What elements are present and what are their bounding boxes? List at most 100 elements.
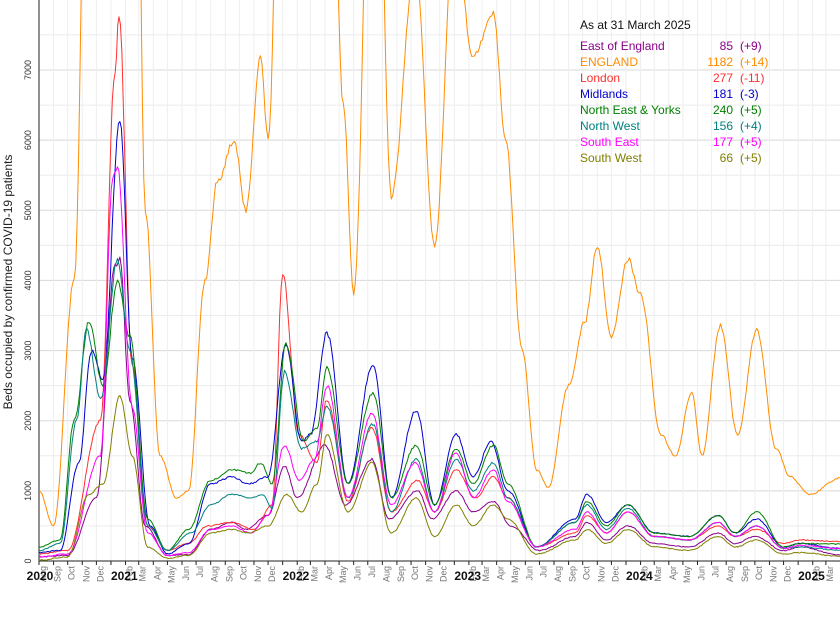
x-month-label: Apr: [668, 566, 678, 580]
y-tick-label: 6000: [23, 130, 33, 150]
x-month-label: Oct: [238, 566, 248, 581]
x-month-label: May: [338, 566, 348, 584]
y-tick-label: 0: [23, 558, 33, 563]
legend-name-north-west: North West: [580, 119, 640, 133]
x-month-label: Jul: [711, 566, 721, 578]
y-tick-label: 2000: [23, 411, 33, 431]
legend-name-england: ENGLAND: [580, 55, 638, 69]
series-line-england: [39, 0, 840, 527]
legend-name-east-of-england: East of England: [580, 39, 665, 53]
legend-change-england: (+14): [740, 55, 768, 69]
x-month-label: May: [510, 566, 520, 584]
x-month-label: Aug: [381, 566, 391, 582]
x-month-label: Sep: [53, 566, 63, 582]
x-month-label: Apr: [152, 566, 162, 580]
legend: As at 31 March 2025 East of England 85 (+9…: [580, 18, 768, 165]
x-month-label: Nov: [81, 566, 91, 583]
legend-value-north-east-yorks: 240: [713, 103, 733, 117]
x-month-label: Mar: [309, 566, 319, 582]
x-month-label: Mar: [653, 566, 663, 582]
legend-name-south-west: South West: [580, 151, 642, 165]
x-year-label: 2021: [111, 569, 138, 583]
series-line-south-east: [39, 166, 840, 558]
legend-change-midlands: (-3): [740, 87, 759, 101]
x-month-label: Aug: [38, 566, 48, 582]
x-month-label: Mar: [825, 566, 835, 582]
series-line-south-west: [39, 395, 840, 561]
y-tick-label: 5000: [23, 200, 33, 220]
x-month-label: Jun: [353, 566, 363, 581]
x-month-label: Oct: [67, 566, 77, 581]
legend-name-midlands: Midlands: [580, 87, 628, 101]
x-month-label: Aug: [725, 566, 735, 582]
x-month-label: Mar: [138, 566, 148, 582]
x-month-label: Feb: [296, 566, 306, 582]
legend-name-london: London: [580, 71, 620, 85]
legend-value-east-of-england: 85: [720, 39, 734, 53]
x-month-label: Feb: [812, 566, 822, 582]
x-month-label: Nov: [768, 566, 778, 583]
legend-value-london: 277: [713, 71, 733, 85]
legend-name-south-east: South East: [580, 135, 639, 149]
x-month-label: Dec: [95, 566, 105, 583]
x-month-label: Aug: [210, 566, 220, 582]
x-month-label: Jul: [195, 566, 205, 578]
legend-change-london: (-11): [740, 71, 764, 85]
x-month-label: Feb: [468, 566, 478, 582]
x-month-label: Apr: [324, 566, 334, 580]
legend-value-north-west: 156: [713, 119, 733, 133]
x-month-label: Jun: [524, 566, 534, 581]
legend-value-midlands: 181: [713, 87, 733, 101]
x-month-label: Dec: [783, 566, 793, 583]
x-month-label: Nov: [425, 566, 435, 583]
x-month-label: Dec: [610, 566, 620, 583]
legend-name-north-east-yorks: North East & Yorks: [580, 103, 681, 117]
legend-value-south-west: 66: [720, 151, 734, 165]
x-month-label: May: [166, 566, 176, 584]
x-month-label: Sep: [568, 566, 578, 582]
y-axis-label: Beds occupied by confirmed COVID-19 pati…: [1, 155, 15, 410]
legend-change-north-east-yorks: (+5): [740, 103, 762, 117]
x-month-label: Jun: [696, 566, 706, 581]
legend-change-east-of-england: (+9): [740, 39, 762, 53]
x-month-label: Oct: [410, 566, 420, 581]
x-month-label: Dec: [267, 566, 277, 583]
y-tick-label: 7000: [23, 60, 33, 80]
legend-value-england: 1182: [707, 55, 733, 69]
y-tick-label: 4000: [23, 270, 33, 290]
x-month-label: May: [682, 566, 692, 584]
x-month-label: Jul: [538, 566, 548, 578]
legend-value-south-east: 177: [713, 135, 733, 149]
x-month-label: Feb: [640, 566, 650, 582]
x-month-label: Oct: [582, 566, 592, 581]
x-month-label: Sep: [224, 566, 234, 582]
x-year-label: 2025: [798, 569, 825, 583]
plot-area: [39, 0, 840, 561]
x-month-label: Sep: [740, 566, 750, 582]
x-month-label: Nov: [596, 566, 606, 583]
x-month-label: Aug: [553, 566, 563, 582]
x-axis: Aug Sep Oct Nov Dec Feb Mar Apr May Jun Jul Aug Sep O…: [27, 560, 840, 584]
legend-change-south-east: (+5): [740, 135, 762, 149]
y-tick-label: 3000: [23, 341, 33, 361]
y-tick-label: 1000: [23, 481, 33, 501]
legend-change-south-west: (+5): [740, 151, 762, 165]
legend-change-north-west: (+4): [740, 119, 762, 133]
x-month-label: Feb: [125, 566, 135, 582]
series-line-north-east-yorks: [39, 279, 840, 552]
y-axis: 0 1000 2000 3000 4000 5000 6000 7000: [23, 0, 40, 564]
x-month-label: Dec: [439, 566, 449, 583]
x-year-label: 2022: [283, 569, 310, 583]
x-month-label: Mar: [481, 566, 491, 582]
x-month-label: Nov: [253, 566, 263, 583]
x-month-label: Apr: [496, 566, 506, 580]
x-month-label: Jul: [367, 566, 377, 578]
x-month-label: Oct: [754, 566, 764, 581]
legend-title: As at 31 March 2025: [580, 18, 691, 32]
x-year-label: 2020: [27, 569, 54, 583]
x-month-label: Jun: [181, 566, 191, 581]
x-year-label: 2023: [454, 569, 481, 583]
x-month-label: Sep: [396, 566, 406, 582]
x-year-label: 2024: [626, 569, 653, 583]
